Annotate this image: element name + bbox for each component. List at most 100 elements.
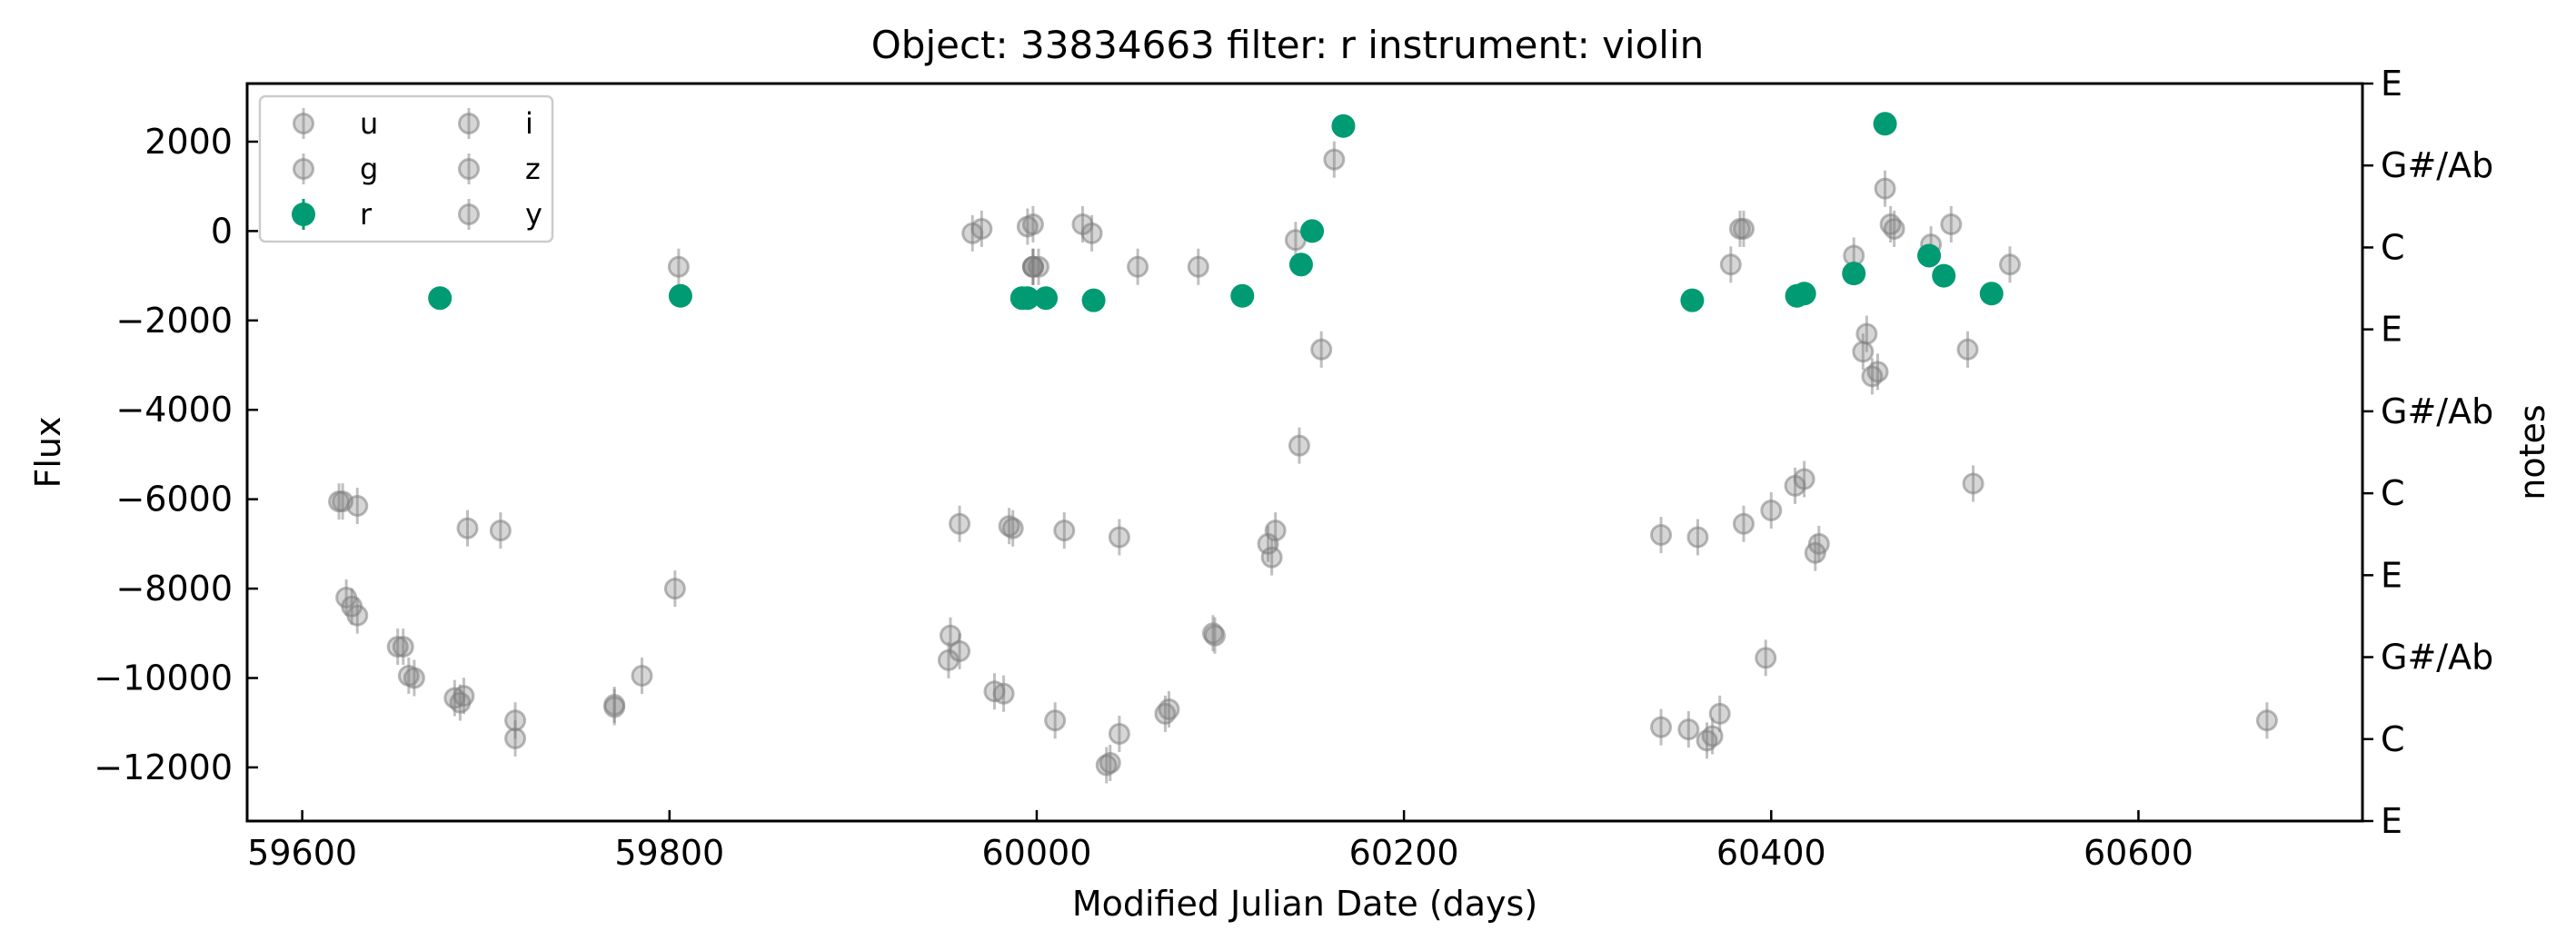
x-tick-label: 60000 bbox=[982, 833, 1092, 873]
y-tick-label: −2000 bbox=[115, 301, 233, 341]
data-point-g bbox=[949, 505, 971, 542]
data-point-i bbox=[1866, 353, 1889, 391]
data-point-g bbox=[456, 510, 479, 547]
data-point-z bbox=[667, 248, 690, 285]
data-point-i bbox=[1855, 315, 1878, 352]
data-point-g bbox=[1760, 491, 1783, 529]
legend-item-z: z bbox=[458, 152, 541, 186]
data-point-g bbox=[1650, 517, 1673, 554]
x-tick-label: 60400 bbox=[1716, 833, 1826, 873]
data-point-i bbox=[1080, 214, 1103, 252]
data-point-g bbox=[1696, 722, 1718, 759]
data-point-i bbox=[1310, 331, 1333, 368]
legend-item-u: u bbox=[293, 106, 378, 141]
data-point-g bbox=[504, 719, 527, 757]
data-point-z bbox=[1127, 248, 1149, 285]
y-tick-label: 2000 bbox=[144, 122, 233, 162]
legend-box bbox=[258, 94, 554, 243]
data-point-g bbox=[1793, 460, 1815, 498]
data-point-u bbox=[992, 675, 1015, 712]
legend-label: i bbox=[525, 106, 533, 141]
data-point-i bbox=[970, 210, 993, 247]
data-point-g bbox=[1001, 510, 1024, 547]
data-point-r bbox=[1081, 288, 1106, 312]
data-point-g bbox=[1264, 512, 1287, 549]
data-point-u bbox=[392, 628, 414, 666]
legend-label: g bbox=[360, 152, 378, 186]
x-tick-label: 59600 bbox=[247, 833, 357, 873]
data-point-r bbox=[1288, 252, 1313, 277]
data-point-u bbox=[1677, 711, 1700, 748]
notes-tick-label: E bbox=[2381, 555, 2402, 595]
y-tick-label: −4000 bbox=[115, 390, 233, 430]
data-point-g bbox=[1053, 512, 1076, 549]
legend: ugr izy bbox=[258, 94, 554, 243]
data-point-u bbox=[403, 659, 425, 697]
notes-tick-label: E bbox=[2381, 801, 2402, 841]
legend-label: z bbox=[525, 152, 541, 186]
data-point-i bbox=[1719, 246, 1742, 283]
data-point-g bbox=[1154, 695, 1177, 732]
data-point-u bbox=[346, 597, 369, 634]
data-point-u bbox=[1708, 695, 1731, 732]
data-point-r bbox=[1842, 262, 1866, 286]
notes-axis-label: notes bbox=[2512, 404, 2552, 500]
data-point-g bbox=[1108, 519, 1130, 556]
y-tick-label: 0 bbox=[211, 211, 233, 251]
data-point-r bbox=[428, 286, 453, 311]
data-point-i bbox=[1883, 210, 1905, 247]
data-point-r bbox=[1979, 282, 2004, 306]
data-point-u bbox=[453, 678, 475, 715]
legend-item-r: r bbox=[292, 197, 373, 232]
plot-frame bbox=[245, 82, 2364, 823]
y-axis-label: Flux bbox=[28, 417, 68, 489]
data-point-r bbox=[1932, 263, 1956, 288]
y-tick-label: −6000 bbox=[115, 480, 233, 520]
data-point-r bbox=[1230, 283, 1255, 308]
legend-label: y bbox=[525, 197, 542, 232]
data-point-r bbox=[1015, 286, 1039, 311]
data-point-i bbox=[1288, 427, 1310, 464]
legend-item-y: y bbox=[458, 197, 542, 232]
notes-tick-label: E bbox=[2381, 310, 2402, 350]
data-point-u bbox=[1755, 639, 1777, 677]
notes-tick-label: C bbox=[2381, 227, 2405, 267]
data-point-u bbox=[631, 658, 653, 695]
data-point-u bbox=[1044, 702, 1067, 739]
data-point-i bbox=[1956, 331, 1979, 368]
data-point-g bbox=[489, 512, 512, 549]
y-tick-label: −12000 bbox=[94, 747, 233, 787]
notes-tick-label: E bbox=[2381, 64, 2402, 104]
x-axis: 59600 59800 60000 60200 60400 60600 bbox=[247, 810, 2193, 873]
data-point-i bbox=[1323, 141, 1346, 178]
data-point-r bbox=[1300, 219, 1325, 243]
data-point-g bbox=[2255, 702, 2278, 739]
data-point-u bbox=[1807, 525, 1830, 562]
data-point-u bbox=[1260, 539, 1283, 576]
data-point-r bbox=[1680, 288, 1705, 312]
data-point-i bbox=[1021, 206, 1044, 243]
data-point-g bbox=[1686, 519, 1709, 556]
notes-tick-label: G#/Ab bbox=[2381, 391, 2493, 431]
y-axis: 2000 0 −2000 −4000 −6000 −8000 −10000 −12000 bbox=[94, 122, 258, 787]
data-point-g bbox=[1732, 505, 1755, 542]
data-point-u bbox=[1650, 708, 1673, 746]
data-point-r bbox=[1331, 114, 1356, 138]
notes-tick-label: C bbox=[2381, 473, 2405, 513]
data-point-i bbox=[1187, 248, 1209, 285]
x-tick-label: 60600 bbox=[2084, 833, 2193, 873]
data-point-u bbox=[1108, 716, 1130, 753]
data-point-g bbox=[346, 488, 369, 525]
data-point-i bbox=[1940, 206, 1963, 243]
data-point-r bbox=[1792, 282, 1816, 306]
data-point-i bbox=[1999, 246, 2021, 283]
legend-label: u bbox=[360, 106, 378, 141]
legend-item-i: i bbox=[458, 106, 533, 141]
notes-tick-label: C bbox=[2381, 719, 2405, 759]
data-point-g bbox=[937, 641, 960, 678]
y-tick-label: −8000 bbox=[115, 569, 233, 609]
data-point-r bbox=[668, 283, 692, 308]
data-point-r bbox=[1034, 286, 1059, 311]
data-point-r bbox=[1873, 112, 1897, 136]
data-point-r bbox=[1917, 243, 1942, 268]
